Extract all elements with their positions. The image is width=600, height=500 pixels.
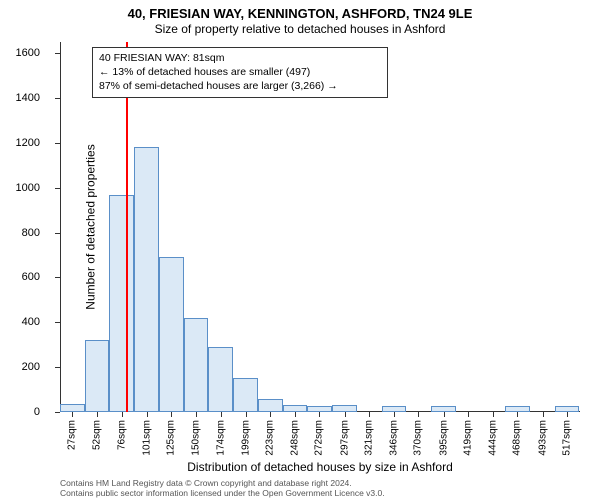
x-tick — [369, 412, 370, 417]
x-tick-label: 101sqm — [141, 420, 152, 456]
x-tick-label: 52sqm — [92, 420, 103, 450]
y-tick — [55, 143, 60, 144]
x-tick-label: 321sqm — [363, 420, 374, 456]
histogram-bar — [283, 405, 308, 412]
histogram-bar — [134, 147, 159, 412]
y-tick-label: 400 — [0, 316, 40, 328]
x-tick-label: 248sqm — [290, 420, 301, 456]
chart-title-sub: Size of property relative to detached ho… — [0, 22, 600, 36]
x-tick — [517, 412, 518, 417]
x-tick — [171, 412, 172, 417]
x-tick — [319, 412, 320, 417]
x-tick — [418, 412, 419, 417]
x-tick — [72, 412, 73, 417]
y-tick — [55, 233, 60, 234]
x-tick-label: 27sqm — [67, 420, 78, 450]
x-axis-label: Distribution of detached houses by size … — [60, 460, 580, 474]
y-tick — [55, 98, 60, 99]
x-tick-label: 444sqm — [488, 420, 499, 456]
y-tick-label: 1000 — [0, 182, 40, 194]
x-tick-label: 150sqm — [191, 420, 202, 456]
x-tick — [493, 412, 494, 417]
x-tick — [567, 412, 568, 417]
x-tick — [246, 412, 247, 417]
y-tick-label: 800 — [0, 227, 40, 239]
histogram-bar — [109, 195, 134, 413]
x-tick-label: 199sqm — [240, 420, 251, 456]
x-tick-label: 76sqm — [116, 420, 127, 450]
y-tick — [55, 53, 60, 54]
x-tick — [196, 412, 197, 417]
x-tick-label: 395sqm — [438, 420, 449, 456]
x-tick — [122, 412, 123, 417]
histogram-bar — [159, 257, 184, 412]
histogram-bar — [233, 378, 258, 412]
x-tick — [97, 412, 98, 417]
y-tick — [55, 322, 60, 323]
x-tick — [295, 412, 296, 417]
x-tick — [147, 412, 148, 417]
y-tick-label: 1600 — [0, 47, 40, 59]
y-tick-label: 1200 — [0, 137, 40, 149]
info-box: 40 FRIESIAN WAY: 81sqm ← 13% of detached… — [92, 47, 388, 98]
y-tick-label: 0 — [0, 406, 40, 418]
histogram-bar — [85, 340, 110, 412]
x-tick-label: 468sqm — [512, 420, 523, 456]
x-tick — [468, 412, 469, 417]
x-tick — [270, 412, 271, 417]
credit-text: Contains HM Land Registry data © Crown c… — [60, 479, 580, 498]
x-tick-label: 174sqm — [215, 420, 226, 456]
x-tick-label: 346sqm — [389, 420, 400, 456]
x-tick-label: 125sqm — [166, 420, 177, 456]
y-tick — [55, 188, 60, 189]
info-line-3: 87% of semi-detached houses are larger (… — [99, 79, 381, 93]
y-tick — [55, 412, 60, 413]
x-tick-label: 297sqm — [339, 420, 350, 456]
x-tick — [543, 412, 544, 417]
x-tick-label: 517sqm — [561, 420, 572, 456]
x-tick — [221, 412, 222, 417]
y-tick-label: 600 — [0, 271, 40, 283]
histogram-bar — [60, 404, 85, 412]
info-line-1: 40 FRIESIAN WAY: 81sqm — [99, 51, 381, 65]
y-tick — [55, 367, 60, 368]
x-tick — [394, 412, 395, 417]
y-tick — [55, 277, 60, 278]
x-tick-label: 223sqm — [265, 420, 276, 456]
info-line-2: ← 13% of detached houses are smaller (49… — [99, 65, 381, 79]
x-tick-label: 370sqm — [413, 420, 424, 456]
x-tick-label: 419sqm — [462, 420, 473, 456]
x-tick — [444, 412, 445, 417]
x-tick — [345, 412, 346, 417]
x-tick-label: 272sqm — [314, 420, 325, 456]
histogram-bar — [208, 347, 233, 412]
y-tick-label: 1400 — [0, 92, 40, 104]
histogram-bar — [332, 405, 357, 412]
x-tick-label: 493sqm — [537, 420, 548, 456]
y-tick-label: 200 — [0, 361, 40, 373]
histogram-bar — [258, 399, 283, 412]
chart-container: 40, FRIESIAN WAY, KENNINGTON, ASHFORD, T… — [0, 0, 600, 500]
chart-title-main: 40, FRIESIAN WAY, KENNINGTON, ASHFORD, T… — [0, 6, 600, 21]
histogram-bar — [184, 318, 209, 412]
